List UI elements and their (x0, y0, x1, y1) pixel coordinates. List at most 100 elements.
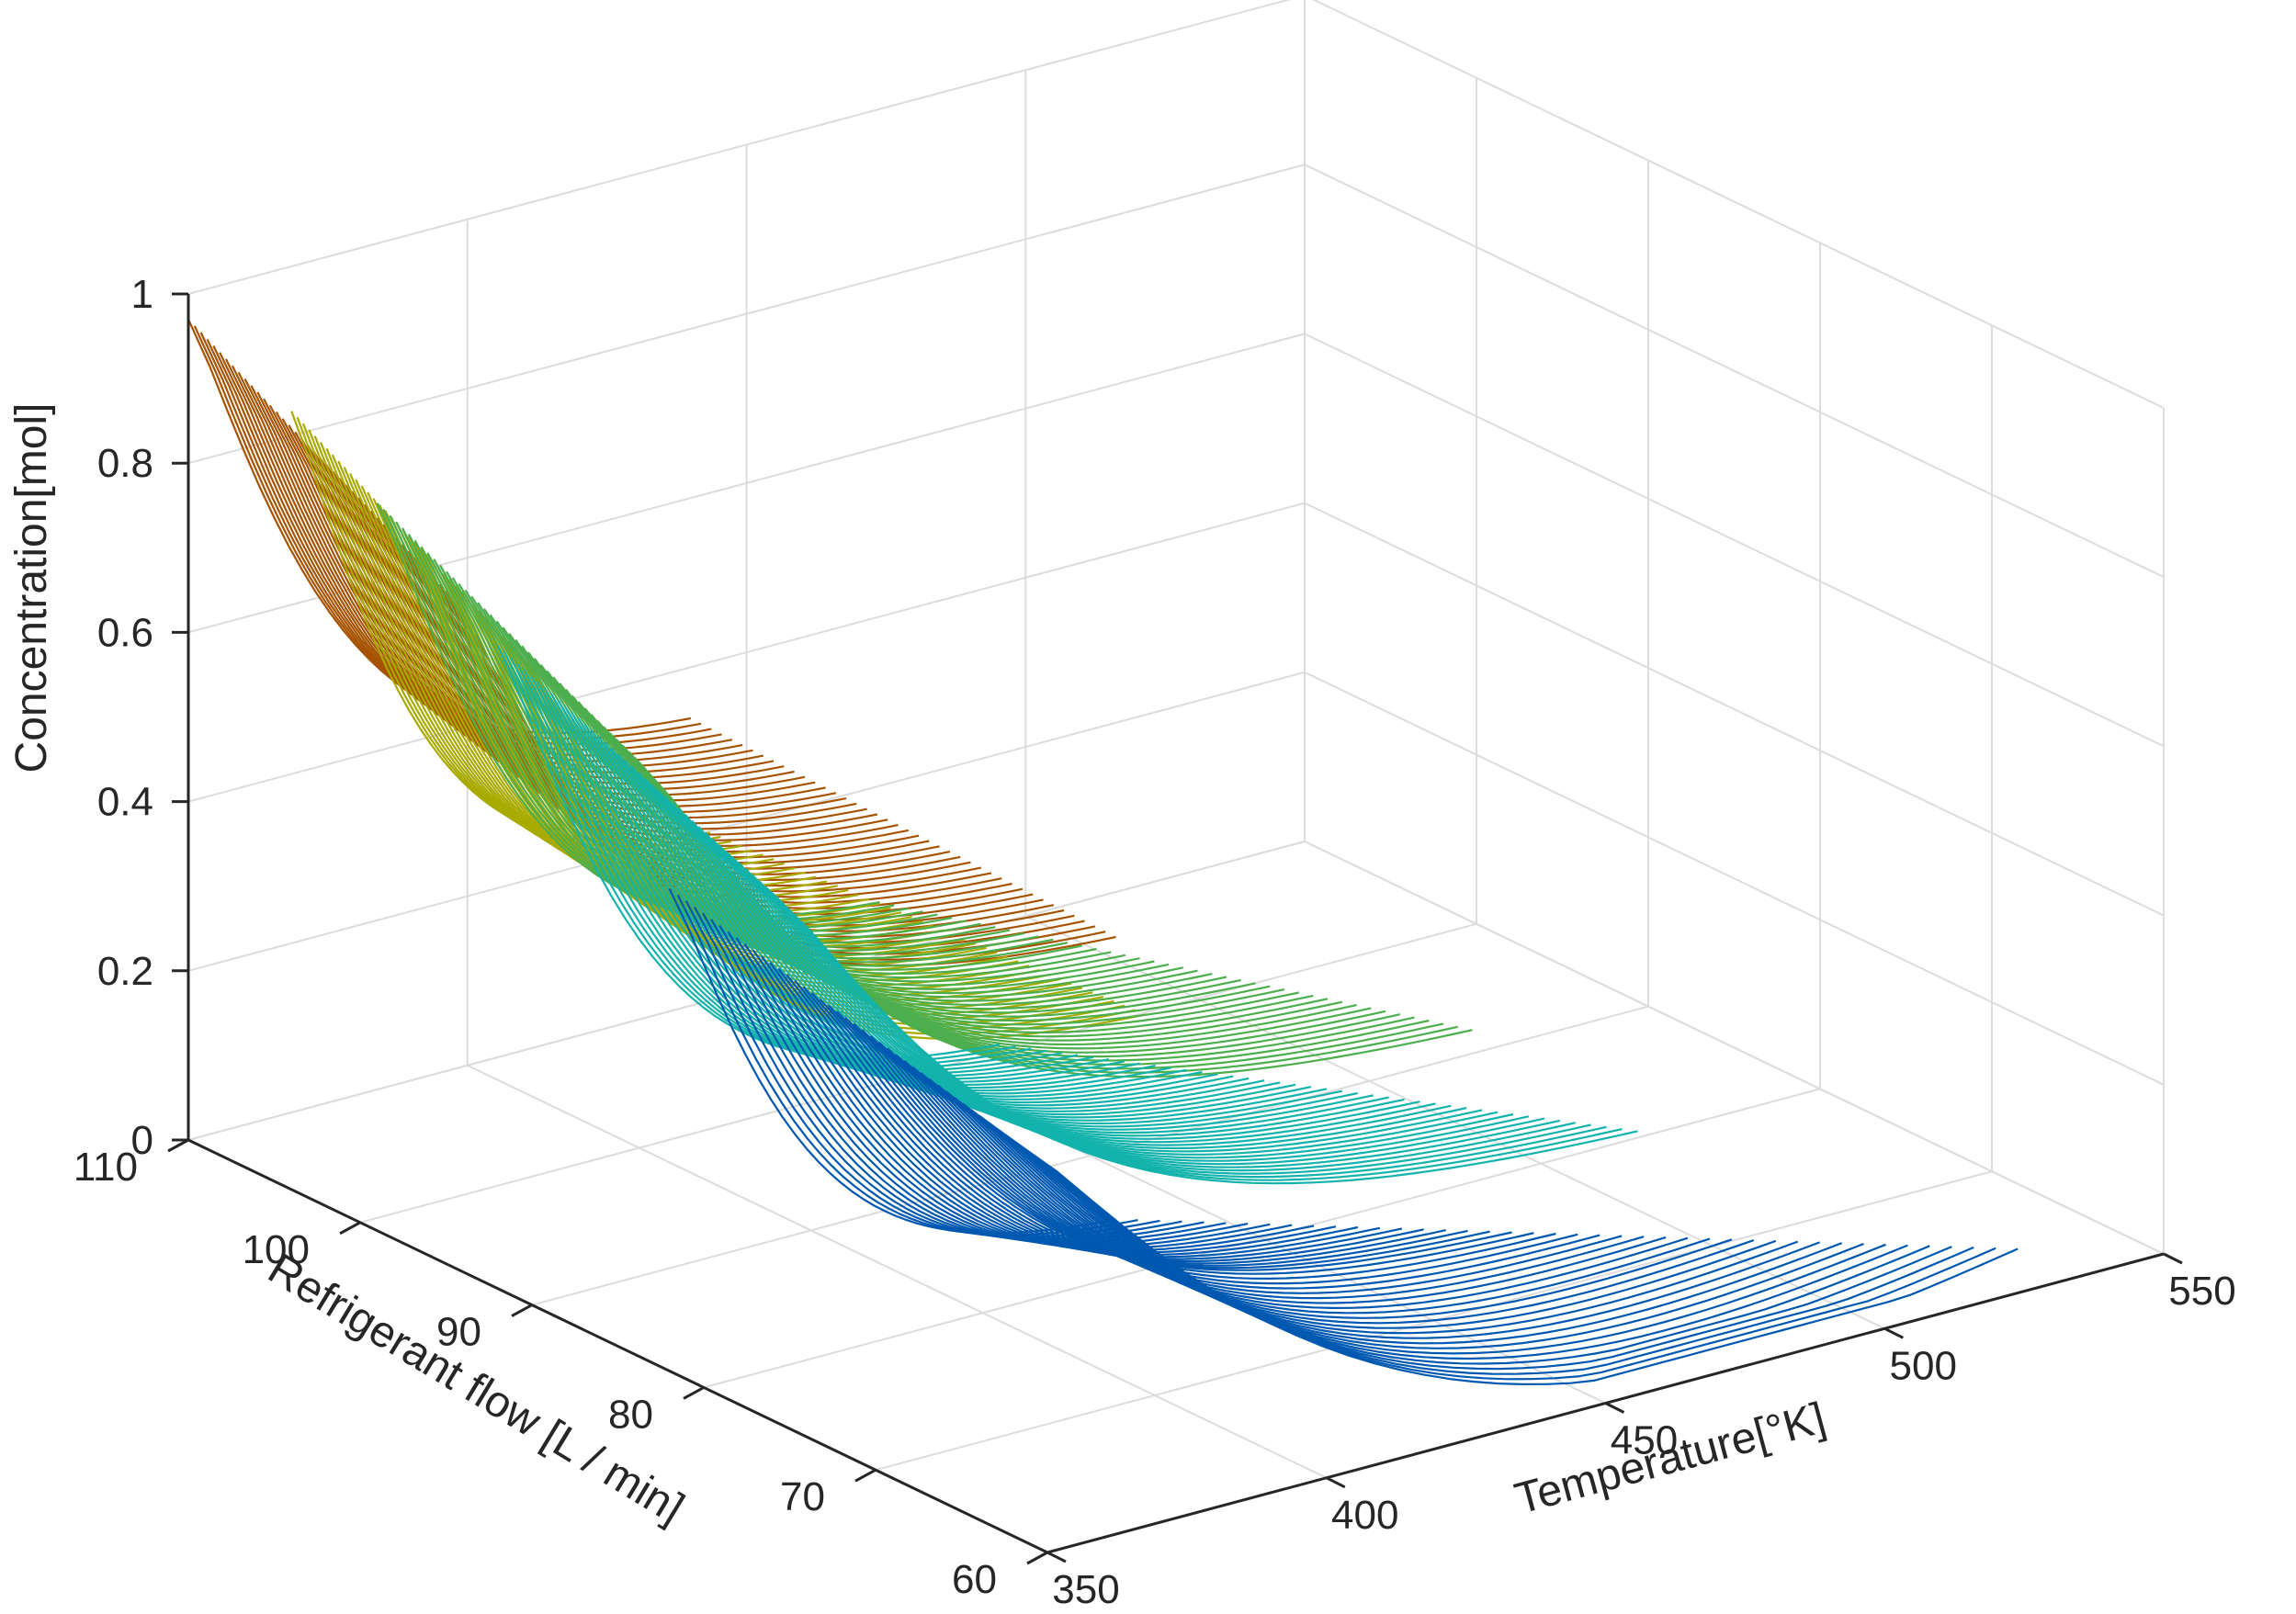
series-line (752, 874, 1591, 1175)
x-tick-label: 550 (2168, 1269, 2235, 1314)
series-line (853, 1022, 1600, 1290)
z-tick-label: 0.4 (97, 780, 153, 825)
back-wall-grid-line (187, 502, 1306, 803)
series-line (738, 862, 1561, 1168)
side-wall-grid-line (1304, 164, 2165, 579)
series-line (877, 1041, 1667, 1304)
z-tick-label: 0 (131, 1118, 153, 1163)
series-line (508, 633, 1184, 999)
z-tick-label: 1 (131, 272, 153, 317)
series-line (836, 1010, 1556, 1281)
series-line (657, 789, 1374, 1131)
y-tick-label: 80 (608, 1392, 653, 1437)
side-wall-grid-line (1304, 671, 2165, 1086)
x-tick-label: 500 (1890, 1343, 1957, 1388)
series-line (590, 714, 1372, 1050)
series-line (526, 651, 1227, 1010)
series-line (515, 638, 1198, 1002)
series-line (425, 554, 956, 954)
axis-layer: 0 0.2 0.4 0.6 0.8 1 60 70 80 90 100 110 350 400 450 500… (74, 272, 2236, 1612)
series-line (954, 1096, 1864, 1349)
series-line (944, 1090, 1842, 1345)
back-wall-grid-line (187, 164, 1306, 465)
floor-grid-line (467, 1064, 1328, 1479)
series-line (911, 1066, 1755, 1325)
series-line (603, 726, 1401, 1058)
x-tick-mark (1046, 1551, 1067, 1563)
series-line (731, 856, 1545, 1166)
side-wall-grid-line (1312, 0, 2165, 409)
y-tick-label: 90 (436, 1310, 481, 1355)
series-line (650, 784, 1358, 1128)
series-line (978, 1114, 1930, 1365)
side-wall-grid-line (1304, 841, 2165, 1255)
series-line (744, 868, 1576, 1172)
series-line (710, 919, 1227, 1244)
series-line (275, 411, 837, 814)
y-tick-mark (1026, 1551, 1048, 1565)
series-line (844, 1017, 1578, 1285)
series-line (828, 1004, 1534, 1275)
series-line (810, 992, 1490, 1270)
x-tick-label: 450 (1611, 1418, 1678, 1463)
series-line (936, 1084, 1820, 1339)
series-line (962, 1102, 1886, 1355)
series-line (895, 1054, 1711, 1315)
series-line (861, 1029, 1623, 1294)
y-tick-label: 70 (780, 1474, 825, 1519)
x-tick-label: 350 (1052, 1567, 1119, 1612)
series-line (764, 886, 1623, 1181)
series-group (668, 888, 2019, 1386)
y-tick-label: 100 (243, 1227, 310, 1272)
series-line (718, 843, 1514, 1159)
y-axis-line (187, 1138, 1048, 1554)
x-tick-mark (1883, 1326, 1904, 1339)
series-line (596, 719, 1386, 1054)
z-tick-label: 0.2 (97, 949, 153, 994)
series-line (869, 1035, 1645, 1300)
x-tick-mark (2163, 1252, 2183, 1265)
series-line (533, 658, 1241, 1014)
series-line (987, 1121, 1952, 1371)
x-axis-title: Temperature[°K] (1510, 1394, 1830, 1524)
series-line (691, 819, 1452, 1146)
series-group (496, 645, 1638, 1185)
series-line (711, 838, 1499, 1156)
series-line (502, 626, 1170, 995)
series-line (928, 1078, 1799, 1335)
series-line (819, 999, 1512, 1271)
series-line (1012, 1139, 2019, 1386)
y-tick-label: 60 (952, 1557, 997, 1602)
z-axis-title: Concentration[mol] (7, 403, 56, 773)
y-tick-mark (339, 1221, 361, 1236)
floor-grid-line (1024, 915, 1885, 1330)
series-line (724, 850, 1530, 1162)
series-group (376, 502, 1473, 1078)
side-wall-grid-line (1304, 333, 2165, 748)
series-line (697, 826, 1467, 1150)
y-tick-mark (683, 1386, 705, 1400)
series-line (887, 1047, 1689, 1310)
back-wall-grid-line (187, 841, 1306, 1141)
y-tick-mark (511, 1304, 533, 1317)
series-line (495, 620, 1155, 990)
series-group (290, 411, 1147, 1040)
floor-grid-line (531, 1005, 1649, 1306)
y-tick-mark (854, 1468, 877, 1483)
series-line (903, 1059, 1733, 1319)
x-tick-label: 400 (1331, 1493, 1398, 1538)
x-tick-mark (1604, 1402, 1625, 1414)
side-wall-grid-line (1304, 502, 2165, 917)
series-line (758, 880, 1607, 1179)
floor-grid-line (703, 1088, 1821, 1389)
z-tick-label: 0.8 (97, 441, 153, 486)
y-axis-title: Refrigerant flow [L / min] (260, 1244, 693, 1533)
series-line (772, 892, 1638, 1185)
back-wall-grid-line (187, 0, 1292, 295)
y-tick-mark (167, 1138, 189, 1153)
z-tick-label: 0.6 (97, 610, 153, 655)
series-line (704, 831, 1483, 1153)
series-line (431, 559, 966, 958)
